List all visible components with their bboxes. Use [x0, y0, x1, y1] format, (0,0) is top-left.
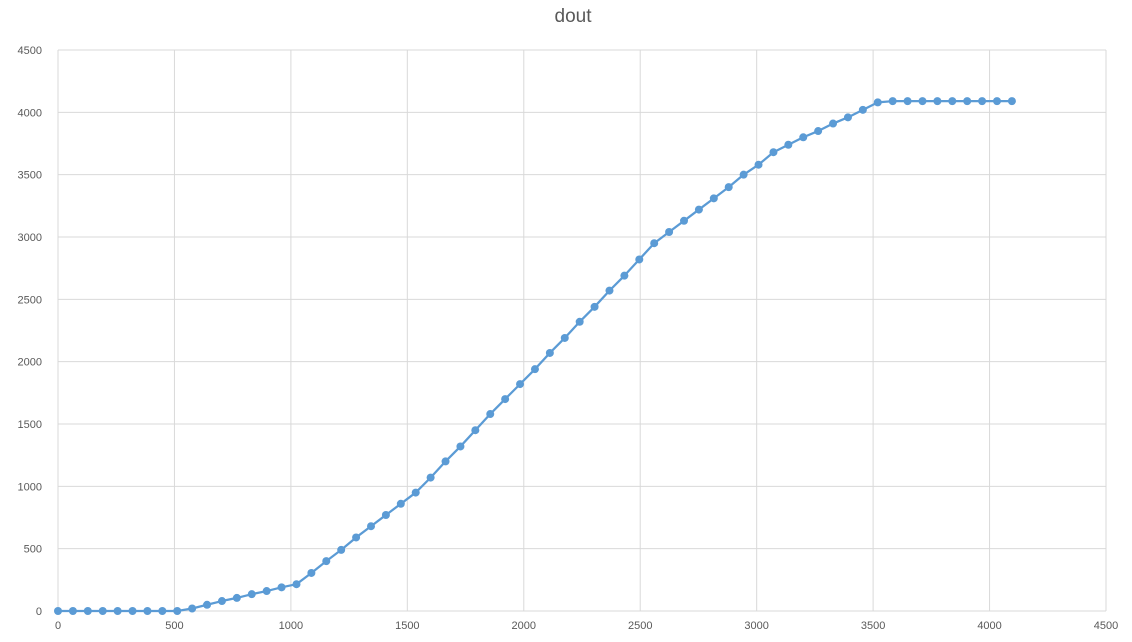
- data-point: [441, 457, 450, 466]
- data-point: [113, 607, 122, 615]
- data-point: [367, 522, 376, 531]
- data-point: [217, 597, 226, 606]
- data-point: [68, 607, 77, 615]
- x-tick-label: 4000: [977, 620, 1001, 632]
- data-point: [978, 97, 987, 106]
- data-point: [471, 426, 480, 435]
- data-point: [307, 568, 316, 577]
- data-point: [605, 286, 614, 295]
- data-point: [188, 604, 197, 613]
- data-point: [501, 395, 510, 404]
- data-series: [54, 97, 1016, 615]
- data-point: [426, 473, 435, 482]
- x-tick-label: 2500: [628, 620, 652, 632]
- y-tick-label: 3000: [18, 232, 42, 244]
- data-point: [158, 607, 167, 615]
- data-point: [769, 148, 778, 157]
- data-point: [635, 255, 644, 264]
- grid-lines: [57, 49, 1107, 612]
- x-tick-label: 500: [165, 620, 183, 632]
- chart-title: dout: [554, 6, 592, 27]
- data-point: [173, 607, 182, 615]
- data-point: [829, 119, 838, 128]
- y-tick-label: 500: [24, 544, 42, 556]
- data-point: [560, 333, 569, 342]
- data-point: [918, 97, 927, 106]
- data-point: [456, 442, 465, 451]
- x-tick-label: 1500: [395, 620, 419, 632]
- y-tick-label: 3500: [18, 170, 42, 182]
- data-point: [128, 607, 137, 615]
- data-point: [54, 607, 62, 615]
- data-point: [680, 216, 689, 225]
- x-tick-label: 3000: [744, 620, 768, 632]
- data-point: [963, 97, 972, 106]
- data-point: [1007, 97, 1016, 106]
- y-tick-label: 4000: [18, 107, 42, 119]
- x-tick-label: 0: [55, 620, 61, 632]
- data-point: [739, 170, 748, 179]
- data-point: [292, 580, 301, 589]
- data-point: [575, 317, 584, 326]
- data-point: [277, 583, 286, 592]
- data-point: [262, 587, 271, 596]
- data-point: [545, 348, 554, 357]
- x-tick-label: 4500: [1094, 620, 1118, 632]
- y-tick-label: 4500: [18, 45, 42, 57]
- y-tick-label: 1500: [18, 419, 42, 431]
- y-tick-label: 2000: [18, 357, 42, 369]
- data-point: [411, 488, 420, 497]
- data-point: [247, 590, 256, 599]
- data-point: [784, 140, 793, 149]
- data-point: [754, 160, 763, 169]
- data-point: [903, 97, 912, 106]
- y-tick-label: 1000: [18, 481, 42, 493]
- data-point: [232, 593, 241, 602]
- data-point: [530, 365, 539, 374]
- data-point: [352, 533, 361, 542]
- data-point: [799, 133, 808, 142]
- data-point: [590, 302, 599, 311]
- data-point: [724, 183, 733, 192]
- data-point: [858, 105, 867, 114]
- data-point: [620, 271, 629, 280]
- data-point: [486, 410, 495, 419]
- data-point: [888, 97, 897, 106]
- data-point: [843, 113, 852, 122]
- x-tick-label: 2000: [512, 620, 536, 632]
- data-point: [694, 205, 703, 214]
- data-point: [337, 545, 346, 554]
- x-tick-label: 1000: [279, 620, 303, 632]
- y-tick-label: 0: [36, 606, 42, 618]
- data-point: [322, 557, 331, 566]
- x-tick-label: 3500: [861, 620, 885, 632]
- data-point: [650, 239, 659, 248]
- data-point: [948, 97, 957, 106]
- data-point: [993, 97, 1002, 106]
- series-line: [58, 99, 1012, 613]
- tick-labels: 0 500 1000 1500 2000 2500 3000 3500 4000 4500 0 500…: [18, 45, 1119, 632]
- data-point: [814, 127, 823, 136]
- data-point: [203, 600, 212, 609]
- data-point: [516, 380, 525, 389]
- data-point: [709, 194, 718, 203]
- data-point: [665, 228, 674, 237]
- data-point: [98, 607, 107, 615]
- data-point: [381, 511, 390, 520]
- data-point: [933, 97, 942, 106]
- data-point: [396, 499, 405, 508]
- data-point: [83, 607, 92, 615]
- data-point: [873, 98, 882, 107]
- y-tick-label: 2500: [18, 294, 42, 306]
- data-point: [143, 607, 152, 615]
